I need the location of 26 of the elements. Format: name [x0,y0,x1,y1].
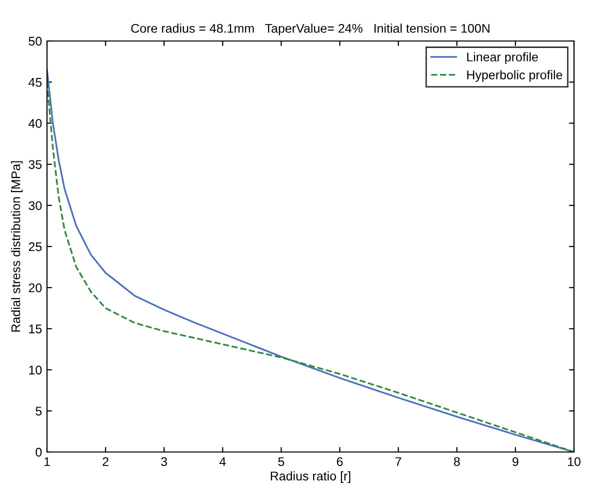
x-tick-label: 5 [278,457,284,466]
x-tick-label: 2 [102,457,108,466]
y-tick-label: 0 [36,448,42,457]
x-tick-label: 8 [454,457,460,466]
y-axis-title: Radial stress distribution [MPa] [11,161,23,332]
y-tick-label: 20 [28,283,42,292]
legend-label: Linear profile [467,52,538,64]
x-tick-label: 1 [44,457,50,466]
y-tick-label: 30 [28,201,42,210]
x-tick-label: 3 [161,457,168,466]
legend-label: Hyperbolic profile [467,70,562,82]
y-tick-label: 40 [28,119,42,128]
x-tick-label: 10 [568,457,580,466]
y-tick-label: 15 [29,324,42,334]
x-tick-label: 7 [396,457,402,466]
y-tick-label: 25 [28,242,42,252]
x-tick-label: 9 [512,457,518,466]
chart-title: Core radius = 48.1mm TaperValue= 24% Initial tension = 100N [131,24,490,36]
x-tick-label: 4 [219,457,226,466]
x-tick-label: 6 [336,457,343,466]
y-tick-label: 50 [28,36,42,46]
y-tick-label: 10 [29,366,42,374]
y-tick-label: 35 [28,160,42,169]
y-tick-label: 45 [28,78,42,87]
y-tick-label: 5 [36,406,42,416]
x-axis-title: Radius ratio [r] [270,471,350,483]
